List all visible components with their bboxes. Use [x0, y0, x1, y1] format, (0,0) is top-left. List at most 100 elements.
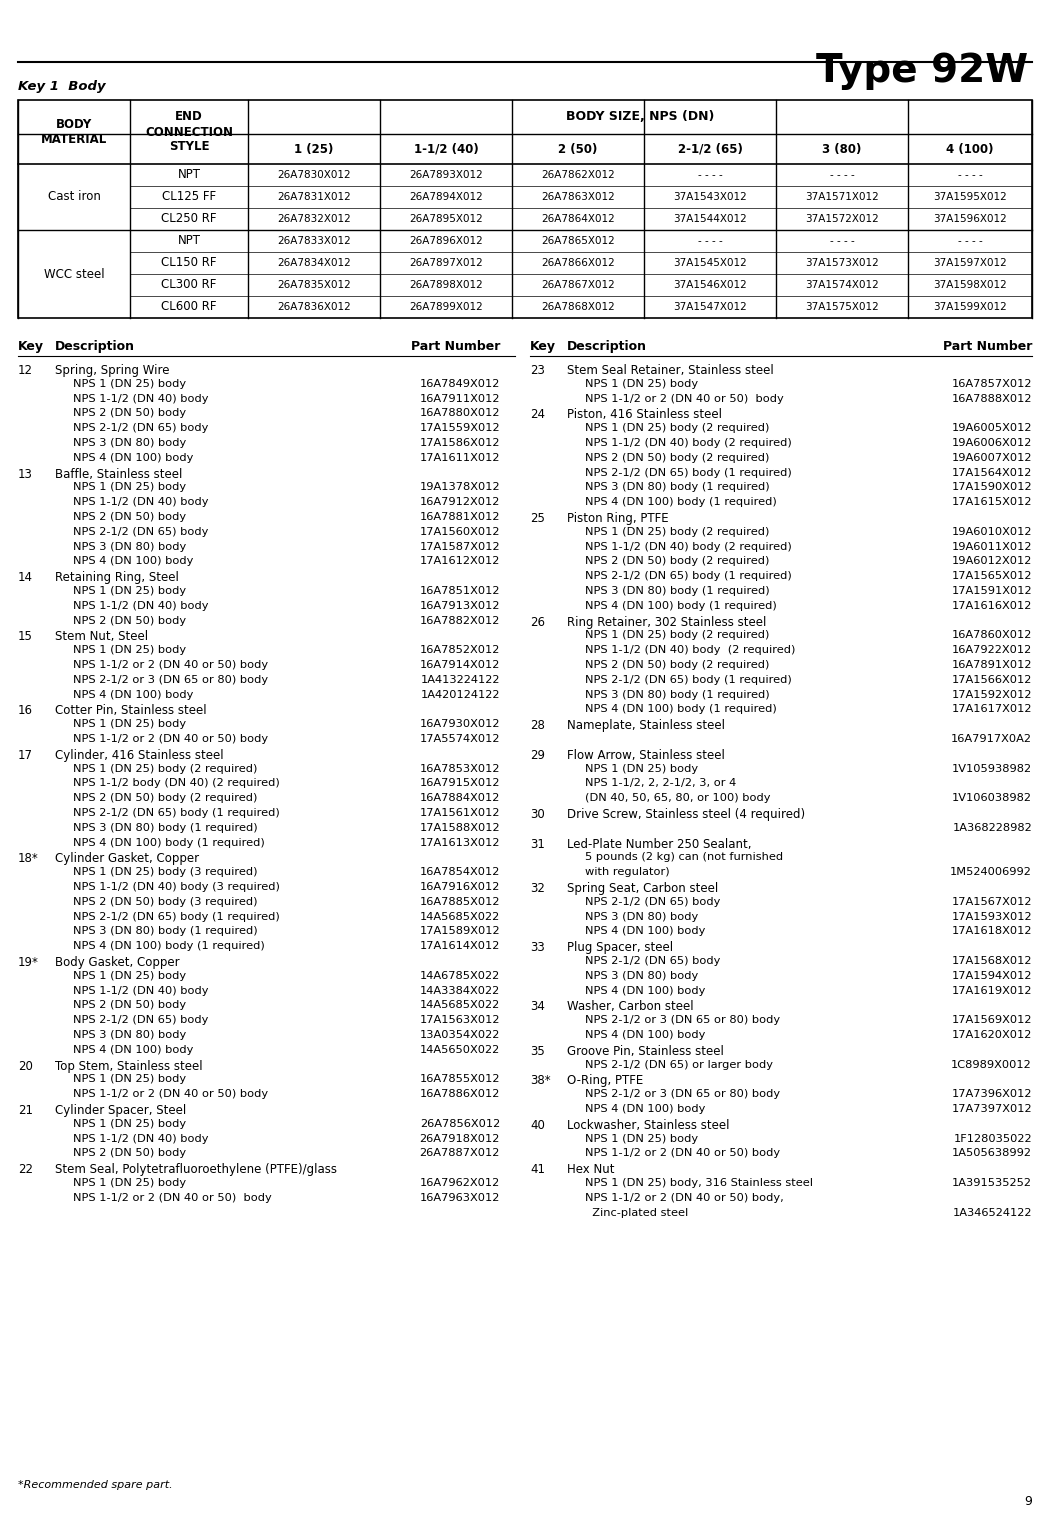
Text: 16A7882X012: 16A7882X012	[420, 615, 500, 626]
Text: 17A1615X012: 17A1615X012	[951, 497, 1032, 507]
Text: 26A7897X012: 26A7897X012	[410, 258, 483, 267]
Text: NPS 1 (DN 25) body: NPS 1 (DN 25) body	[74, 646, 186, 655]
Text: NPS 1 (DN 25) body: NPS 1 (DN 25) body	[74, 718, 186, 729]
Text: NPS 1-1/2 (DN 40) body (2 required): NPS 1-1/2 (DN 40) body (2 required)	[585, 437, 792, 448]
Text: Lockwasher, Stainless steel: Lockwasher, Stainless steel	[567, 1120, 730, 1132]
Text: 17A1564X012: 17A1564X012	[951, 468, 1032, 477]
Text: 14A5650X022: 14A5650X022	[420, 1045, 500, 1054]
Text: 37A1575X012: 37A1575X012	[805, 302, 879, 311]
Text: NPS 2-1/2 (DN 65) body: NPS 2-1/2 (DN 65) body	[585, 896, 720, 907]
Text: 17A1612X012: 17A1612X012	[420, 556, 500, 567]
Text: 26A7835X012: 26A7835X012	[277, 279, 351, 290]
Text: NPS 2-1/2 (DN 65) body: NPS 2-1/2 (DN 65) body	[74, 1015, 208, 1025]
Text: NPS 4 (DN 100) body: NPS 4 (DN 100) body	[585, 986, 706, 995]
Text: Drive Screw, Stainless steel (4 required): Drive Screw, Stainless steel (4 required…	[567, 808, 805, 820]
Text: 37A1543X012: 37A1543X012	[673, 191, 747, 202]
Text: 16A7881X012: 16A7881X012	[420, 512, 500, 523]
Text: NPS 1 (DN 25) body (2 required): NPS 1 (DN 25) body (2 required)	[74, 764, 257, 773]
Text: 1A505638992: 1A505638992	[952, 1148, 1032, 1159]
Text: NPS 2 (DN 50) body (2 required): NPS 2 (DN 50) body (2 required)	[585, 453, 770, 463]
Text: 41: 41	[530, 1164, 545, 1176]
Text: Baffle, Stainless steel: Baffle, Stainless steel	[55, 468, 183, 480]
Text: NPS 1 (DN 25) body: NPS 1 (DN 25) body	[74, 1179, 186, 1188]
Text: 17A1569X012: 17A1569X012	[951, 1015, 1032, 1025]
Text: NPS 4 (DN 100) body: NPS 4 (DN 100) body	[585, 927, 706, 936]
Text: NPS 2 (DN 50) body: NPS 2 (DN 50) body	[74, 512, 186, 523]
Text: 26A7862X012: 26A7862X012	[541, 170, 615, 179]
Text: NPS 1 (DN 25) body, 316 Stainless steel: NPS 1 (DN 25) body, 316 Stainless steel	[585, 1179, 813, 1188]
Text: - - - -: - - - -	[958, 170, 983, 179]
Text: 17A1613X012: 17A1613X012	[420, 837, 500, 848]
Text: BODY
MATERIAL: BODY MATERIAL	[41, 118, 107, 146]
Text: NPS 2-1/2 (DN 65) or larger body: NPS 2-1/2 (DN 65) or larger body	[585, 1060, 773, 1069]
Text: 13A0354X022: 13A0354X022	[420, 1030, 500, 1041]
Text: 1C8989X0012: 1C8989X0012	[951, 1060, 1032, 1069]
Text: 17A1592X012: 17A1592X012	[951, 690, 1032, 700]
Text: 1M524006992: 1M524006992	[950, 867, 1032, 876]
Text: NPS 4 (DN 100) body (1 required): NPS 4 (DN 100) body (1 required)	[585, 705, 777, 714]
Text: NPS 3 (DN 80) body (1 required): NPS 3 (DN 80) body (1 required)	[585, 483, 770, 492]
Text: 17A1620X012: 17A1620X012	[951, 1030, 1032, 1041]
Text: Groove Pin, Stainless steel: Groove Pin, Stainless steel	[567, 1045, 723, 1057]
Text: 37A1598X012: 37A1598X012	[933, 279, 1007, 290]
Text: NPS 1 (DN 25) body: NPS 1 (DN 25) body	[585, 764, 698, 773]
Text: 23: 23	[530, 365, 545, 377]
Text: NPS 1-1/2 or 2 (DN 40 or 50) body: NPS 1-1/2 or 2 (DN 40 or 50) body	[74, 734, 268, 744]
Text: - - - -: - - - -	[958, 235, 983, 246]
Text: 3 (80): 3 (80)	[822, 143, 862, 155]
Text: 25: 25	[530, 512, 545, 526]
Text: 26A7896X012: 26A7896X012	[410, 235, 483, 246]
Text: 1-1/2 (40): 1-1/2 (40)	[414, 143, 479, 155]
Text: 18*: 18*	[18, 852, 39, 866]
Text: CL125 FF: CL125 FF	[162, 190, 216, 204]
Text: NPS 1 (DN 25) body: NPS 1 (DN 25) body	[74, 586, 186, 595]
Text: END
CONNECTION
STYLE: END CONNECTION STYLE	[145, 111, 233, 153]
Text: 26A7863X012: 26A7863X012	[541, 191, 615, 202]
Text: Key 1  Body: Key 1 Body	[18, 81, 106, 93]
Text: Nameplate, Stainless steel: Nameplate, Stainless steel	[567, 718, 724, 732]
Text: Key: Key	[530, 340, 556, 352]
Text: 16A7963X012: 16A7963X012	[420, 1192, 500, 1203]
Text: 1A420124122: 1A420124122	[420, 690, 500, 700]
Text: 16A7888X012: 16A7888X012	[951, 393, 1032, 404]
Text: 35: 35	[530, 1045, 545, 1057]
Text: 1V105938982: 1V105938982	[952, 764, 1032, 773]
Text: NPS 2 (DN 50) body (2 required): NPS 2 (DN 50) body (2 required)	[585, 659, 770, 670]
Text: NPS 1-1/2 or 2 (DN 40 or 50) body,: NPS 1-1/2 or 2 (DN 40 or 50) body,	[585, 1192, 783, 1203]
Text: 16A7912X012: 16A7912X012	[420, 497, 500, 507]
Text: 16A7884X012: 16A7884X012	[420, 793, 500, 804]
Text: Cylinder Gasket, Copper: Cylinder Gasket, Copper	[55, 852, 200, 866]
Text: NPS 2-1/2 (DN 65) body (1 required): NPS 2-1/2 (DN 65) body (1 required)	[74, 911, 279, 922]
Text: 19A6006X012: 19A6006X012	[951, 437, 1032, 448]
Text: 37A1545X012: 37A1545X012	[673, 258, 747, 267]
Text: *Recommended spare part.: *Recommended spare part.	[18, 1480, 172, 1490]
Text: 37A1574X012: 37A1574X012	[805, 279, 879, 290]
Text: NPS 1-1/2 or 2 (DN 40 or 50) body: NPS 1-1/2 or 2 (DN 40 or 50) body	[585, 1148, 780, 1159]
Text: 14A3384X022: 14A3384X022	[420, 986, 500, 995]
Text: NPS 2 (DN 50) body (3 required): NPS 2 (DN 50) body (3 required)	[74, 896, 257, 907]
Text: 26A7836X012: 26A7836X012	[277, 302, 351, 311]
Text: 15: 15	[18, 630, 33, 644]
Text: 17A1618X012: 17A1618X012	[951, 927, 1032, 936]
Text: 26A7834X012: 26A7834X012	[277, 258, 351, 267]
Text: 37A1544X012: 37A1544X012	[673, 214, 747, 223]
Text: 19A6012X012: 19A6012X012	[951, 556, 1032, 567]
Text: Part Number: Part Number	[411, 340, 500, 352]
Text: Type 92W: Type 92W	[816, 52, 1028, 90]
Text: 37A1599X012: 37A1599X012	[933, 302, 1007, 311]
Text: NPS 3 (DN 80) body: NPS 3 (DN 80) body	[74, 1030, 186, 1041]
Text: NPS 1-1/2 or 2 (DN 40 or 50)  body: NPS 1-1/2 or 2 (DN 40 or 50) body	[74, 1192, 272, 1203]
Text: 16A7860X012: 16A7860X012	[951, 630, 1032, 641]
Text: 16A7857X012: 16A7857X012	[951, 378, 1032, 389]
Text: Top Stem, Stainless steel: Top Stem, Stainless steel	[55, 1060, 203, 1072]
Text: 38*: 38*	[530, 1074, 550, 1088]
Text: NPS 1-1/2 (DN 40) body: NPS 1-1/2 (DN 40) body	[74, 393, 209, 404]
Text: NPS 4 (DN 100) body: NPS 4 (DN 100) body	[585, 1104, 706, 1113]
Text: Spring, Spring Wire: Spring, Spring Wire	[55, 365, 169, 377]
Text: - - - -: - - - -	[830, 235, 855, 246]
Text: 17A1619X012: 17A1619X012	[951, 986, 1032, 995]
Text: NPS 1 (DN 25) body (2 required): NPS 1 (DN 25) body (2 required)	[585, 527, 770, 536]
Text: 17A1593X012: 17A1593X012	[951, 911, 1032, 922]
Text: 26A7887X012: 26A7887X012	[420, 1148, 500, 1159]
Text: 17A1568X012: 17A1568X012	[951, 955, 1032, 966]
